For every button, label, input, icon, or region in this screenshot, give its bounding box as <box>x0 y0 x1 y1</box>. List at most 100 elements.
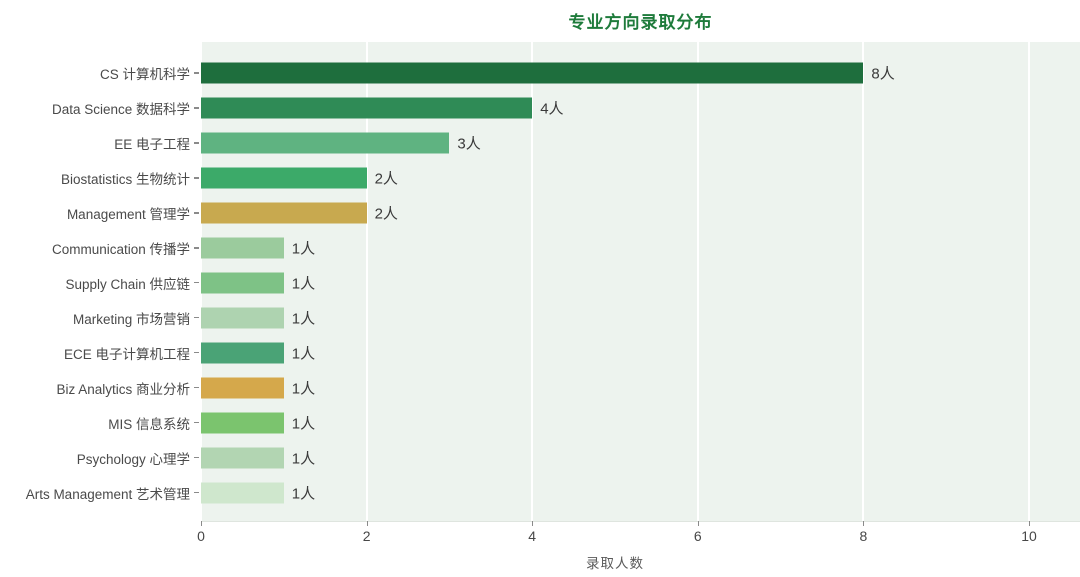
value-label: 8人 <box>871 65 895 83</box>
bar-row: Biostatistics 生物统计 2人 <box>0 161 1080 196</box>
x-axis-title: 录取人数 <box>586 556 644 571</box>
value-label: 2人 <box>374 170 398 188</box>
category-label: Data Science 数据科学 <box>0 91 201 126</box>
value-label: 3人 <box>457 135 481 153</box>
category-label-text: Management 管理学 <box>66 207 190 223</box>
bar <box>201 377 284 399</box>
bar-row: Management 管理学 2人 <box>0 196 1080 231</box>
value-label: 1人 <box>291 310 316 328</box>
category-label-text: Arts Management 艺术管理 <box>25 486 190 502</box>
category-label: Psychology 心理学 <box>0 440 201 475</box>
bar-row: Supply Chain 供应链 1人 <box>0 266 1080 301</box>
x-tick-mark <box>697 521 699 526</box>
bar <box>201 237 284 259</box>
gridline <box>696 42 699 521</box>
bar-row: Communication 传播学 1人 <box>0 231 1080 266</box>
category-label: Management 管理学 <box>0 196 201 231</box>
x-tick-label: 0 <box>197 528 205 544</box>
value-label: 2人 <box>374 205 398 223</box>
bar-row: ECE 电子计算机工程 1人 <box>0 335 1080 370</box>
y-tick-mark <box>194 212 199 214</box>
category-label: Marketing 市场营销 <box>0 300 201 335</box>
bar <box>201 202 367 224</box>
category-label-text: Data Science 数据科学 <box>51 102 190 118</box>
y-tick-mark <box>194 351 199 354</box>
y-tick-mark <box>194 456 199 459</box>
bar <box>201 167 367 189</box>
bar-track: 4人 <box>201 91 1080 126</box>
y-tick-mark <box>194 72 199 74</box>
bar <box>201 412 284 434</box>
gridline <box>1028 42 1030 521</box>
category-label-text: CS 计算机科学 <box>99 67 190 83</box>
value-label: 1人 <box>291 450 316 468</box>
gridline <box>365 42 368 521</box>
y-tick-mark <box>194 247 199 249</box>
category-label: Communication 传播学 <box>0 231 201 266</box>
gridline <box>531 42 534 521</box>
y-tick-mark <box>194 491 199 494</box>
bar-track: 1人 <box>201 231 1080 266</box>
value-label: 1人 <box>291 380 316 398</box>
category-label-text: Biostatistics 生物统计 <box>60 172 190 188</box>
bar <box>201 62 864 84</box>
bar-row: Psychology 心理学 1人 <box>0 440 1080 475</box>
category-label-text: EE 电子工程 <box>114 137 190 153</box>
value-label: 1人 <box>291 275 316 293</box>
category-label: Supply Chain 供应链 <box>0 266 201 301</box>
category-label-text: ECE 电子计算机工程 <box>63 346 190 362</box>
y-tick-mark <box>194 421 199 424</box>
category-label: EE 电子工程 <box>0 126 201 161</box>
x-tick-mark <box>366 521 368 526</box>
x-axis: 录取人数 0 2 4 6 8 10 <box>197 521 1080 577</box>
bar-row: MIS 信息系统 1人 <box>0 405 1080 440</box>
bar <box>201 482 284 504</box>
bar <box>201 132 450 154</box>
category-label: CS 计算机科学 <box>0 56 201 91</box>
bar-track: 1人 <box>201 475 1080 510</box>
y-tick-mark <box>194 386 199 389</box>
category-label-text: MIS 信息系统 <box>108 416 190 432</box>
x-tick-mark <box>863 521 865 526</box>
x-tick-label: 10 <box>1021 528 1037 544</box>
category-label: MIS 信息系统 <box>0 405 201 440</box>
bar-row: EE 电子工程 3人 <box>0 126 1080 161</box>
y-tick-mark <box>194 107 199 109</box>
y-tick-mark <box>194 281 199 284</box>
bar-track: 1人 <box>201 335 1080 370</box>
category-label-text: Marketing 市场营销 <box>72 311 190 327</box>
value-label: 1人 <box>291 345 316 363</box>
y-tick-mark <box>194 316 199 319</box>
plot-area <box>200 42 1080 522</box>
x-tick-label: 8 <box>859 528 868 544</box>
category-label: Biostatistics 生物统计 <box>0 161 201 196</box>
bar-row: Arts Management 艺术管理 1人 <box>0 475 1080 510</box>
x-tick-mark <box>532 521 534 526</box>
bar-row: Marketing 市场营销 1人 <box>0 300 1080 335</box>
bar <box>201 307 284 329</box>
bar-track: 1人 <box>201 370 1080 405</box>
value-label: 1人 <box>291 240 316 258</box>
y-tick-mark <box>194 142 199 144</box>
bar-track: 1人 <box>201 440 1080 475</box>
x-tick-mark <box>201 521 202 526</box>
bar-track: 1人 <box>201 266 1080 301</box>
bar <box>201 447 284 469</box>
bar <box>201 97 533 119</box>
bar-track: 8人 <box>201 56 1080 91</box>
x-tick-mark <box>1029 521 1030 526</box>
bar-track: 1人 <box>201 405 1080 440</box>
category-label-text: Supply Chain 供应链 <box>65 276 190 292</box>
bar-row: CS 计算机科学 8人 <box>0 56 1080 91</box>
bar-row: Data Science 数据科学 4人 <box>0 91 1080 126</box>
category-label-text: Communication 传播学 <box>51 242 190 258</box>
bar-track: 2人 <box>201 196 1080 231</box>
bar <box>201 342 284 364</box>
bar-track: 2人 <box>201 161 1080 196</box>
category-label: Arts Management 艺术管理 <box>0 475 201 510</box>
category-label-text: Psychology 心理学 <box>76 451 190 467</box>
category-label: Biz Analytics 商业分析 <box>0 370 201 405</box>
category-label-text: Biz Analytics 商业分析 <box>56 381 190 397</box>
chart-title: 专业方向录取分布 <box>568 13 713 32</box>
